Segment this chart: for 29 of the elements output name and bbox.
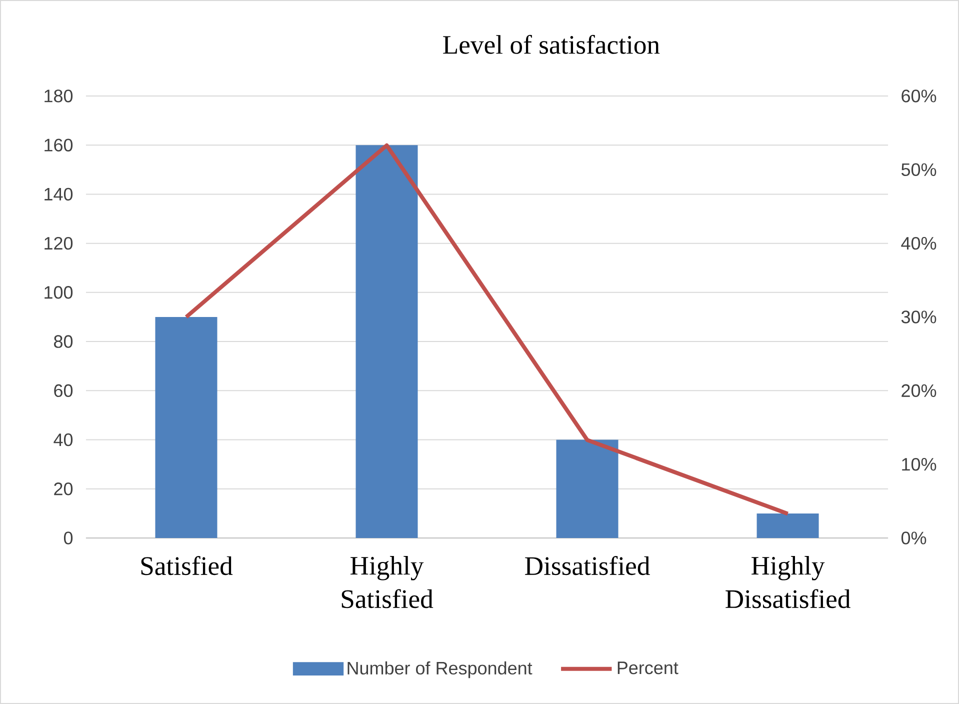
y-tick-label: 60 (54, 384, 73, 398)
x-tick-label: Highly Satisfied (342, 556, 434, 608)
y-tick-label: 180 (44, 90, 73, 102)
y-tick-label: 120 (44, 236, 73, 250)
y2-tick-label: 40% (901, 236, 936, 250)
y2-tick-label: 30% (901, 310, 936, 324)
y2-tick-label: 60% (902, 90, 936, 102)
bar (756, 513, 819, 538)
y-tick-label: 160 (44, 138, 73, 152)
y2-tick-label: 20% (902, 384, 936, 398)
x-tick-label: Satisfied (141, 556, 233, 576)
bar (356, 145, 418, 538)
y-tick-label: 140 (44, 188, 73, 201)
line-series (184, 143, 790, 516)
y2-tick-label: 0% (901, 532, 926, 544)
legend-label: Percent (618, 662, 678, 674)
y-tick-label: 40 (54, 433, 73, 446)
bar (556, 440, 618, 538)
bar (155, 316, 218, 538)
legend-label: Number of Respondent (348, 661, 532, 678)
y2-tick-label: 50% (901, 163, 936, 176)
x-tick-label: Highly Dissatisfied (726, 556, 850, 608)
y2-tick-label: 10% (902, 458, 936, 471)
y-tick-label: 100 (44, 286, 73, 299)
x-tick-label: Dissatisfied (525, 556, 650, 576)
y-tick-label: 20 (54, 482, 73, 496)
y-tick-label: 0 (64, 532, 73, 544)
y-tick-label: 80 (54, 335, 73, 348)
chart-title: Level of satisfaction (443, 34, 660, 54)
